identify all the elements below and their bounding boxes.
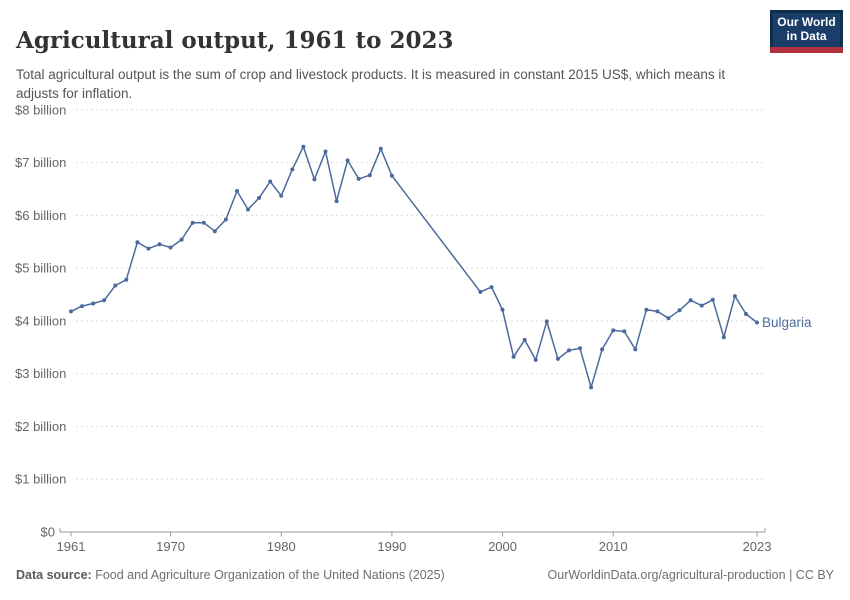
data-source: Data source: Food and Agriculture Organi…: [16, 568, 445, 582]
page-title: Agricultural output, 1961 to 2023: [16, 27, 454, 55]
chart-plot-area[interactable]: $0 $1 billion $2 billion $3 billion $4 billi…: [0, 95, 850, 560]
data-point-marker[interactable]: [179, 237, 184, 242]
data-point-marker[interactable]: [511, 354, 516, 359]
chart-footer: Data source: Food and Agriculture Organi…: [16, 568, 834, 582]
data-point-marker[interactable]: [688, 298, 693, 303]
x-axis-label: 1980: [267, 539, 296, 554]
x-axis-label: 2000: [488, 539, 517, 554]
y-axis-label: $4 billion: [15, 313, 66, 328]
data-point-marker[interactable]: [721, 335, 726, 340]
data-point-marker[interactable]: [489, 285, 494, 290]
data-point-marker[interactable]: [190, 220, 195, 225]
data-point-marker[interactable]: [168, 245, 173, 250]
data-point-marker[interactable]: [212, 229, 217, 234]
owid-url-link[interactable]: OurWorldinData.org/agricultural-producti…: [547, 568, 786, 582]
data-point-marker[interactable]: [644, 307, 649, 312]
data-point-marker[interactable]: [290, 167, 295, 172]
data-point-marker[interactable]: [124, 277, 129, 282]
x-axis-label: 2023: [743, 539, 772, 554]
data-point-marker[interactable]: [533, 357, 538, 362]
data-point-marker[interactable]: [478, 289, 483, 294]
x-axis-label: 2010: [599, 539, 628, 554]
data-point-marker[interactable]: [378, 146, 383, 151]
data-point-marker[interactable]: [146, 246, 151, 251]
owid-logo[interactable]: Our World in Data: [770, 10, 843, 53]
data-point-marker[interactable]: [102, 298, 107, 303]
data-point-marker[interactable]: [80, 304, 85, 309]
data-point-marker[interactable]: [611, 328, 616, 333]
data-point-marker[interactable]: [135, 240, 140, 245]
data-point-marker[interactable]: [755, 320, 759, 325]
data-point-marker[interactable]: [710, 297, 715, 302]
data-point-marker[interactable]: [555, 356, 560, 361]
cc-by-link[interactable]: CC BY: [795, 568, 834, 582]
data-point-marker[interactable]: [157, 242, 162, 247]
data-source-label: Data source:: [16, 568, 92, 582]
data-point-marker[interactable]: [389, 173, 394, 178]
y-axis-label: $2 billion: [15, 419, 66, 434]
data-point-marker[interactable]: [666, 316, 671, 321]
y-axis-label: $6 billion: [15, 208, 66, 223]
data-point-marker[interactable]: [345, 158, 350, 163]
data-point-marker[interactable]: [312, 177, 317, 182]
data-point-marker[interactable]: [223, 217, 228, 222]
data-point-marker[interactable]: [500, 307, 505, 312]
data-source-text: Food and Agriculture Organization of the…: [91, 568, 445, 582]
data-point-marker[interactable]: [91, 301, 96, 306]
owid-logo-line1: Our World: [777, 15, 836, 30]
line-series-bulgaria[interactable]: [70, 145, 758, 389]
x-axis-label: 1970: [156, 539, 185, 554]
data-point-marker[interactable]: [633, 347, 638, 352]
data-point-marker[interactable]: [334, 199, 339, 204]
data-point-marker[interactable]: [600, 347, 605, 352]
data-point-marker[interactable]: [356, 176, 361, 181]
y-axis-label: $1 billion: [15, 472, 66, 487]
data-point-marker[interactable]: [589, 385, 594, 390]
data-point-marker[interactable]: [699, 303, 704, 308]
y-axis-label: $0: [41, 525, 55, 540]
data-point-marker[interactable]: [279, 193, 284, 198]
data-point-marker[interactable]: [744, 312, 748, 316]
data-point-marker[interactable]: [113, 283, 118, 288]
owid-logo-red-bar: [770, 47, 843, 53]
owid-logo-line2: in Data: [786, 29, 827, 43]
data-point-marker[interactable]: [544, 319, 549, 324]
y-axis-label: $5 billion: [15, 261, 66, 276]
data-point-marker[interactable]: [367, 173, 372, 178]
chart-subtitle: Total agricultural output is the sum of …: [16, 66, 726, 101]
data-point-marker[interactable]: [677, 308, 682, 313]
data-point-marker[interactable]: [246, 207, 250, 212]
data-point-marker[interactable]: [732, 294, 737, 299]
y-axis-label: $3 billion: [15, 366, 66, 381]
footer-separator: |: [785, 568, 796, 582]
y-axis-label: $7 billion: [15, 155, 66, 170]
data-point-marker[interactable]: [522, 337, 527, 342]
data-point-marker[interactable]: [655, 309, 660, 314]
data-point-marker[interactable]: [201, 220, 206, 225]
data-point-marker[interactable]: [235, 189, 239, 193]
data-point-marker[interactable]: [578, 346, 582, 351]
data-point-marker[interactable]: [69, 309, 73, 314]
data-point-marker[interactable]: [268, 179, 273, 184]
y-axis-label: $8 billion: [15, 102, 66, 117]
data-point-marker[interactable]: [323, 149, 328, 154]
data-point-marker[interactable]: [622, 329, 627, 334]
footer-links: OurWorldinData.org/agricultural-producti…: [548, 568, 834, 582]
data-point-marker[interactable]: [566, 348, 571, 353]
x-axis-label: 1961: [57, 539, 86, 554]
owid-logo-text: Our World in Data: [770, 10, 843, 47]
data-point-marker[interactable]: [301, 144, 306, 149]
data-point-marker[interactable]: [257, 195, 262, 200]
entity-label[interactable]: Bulgaria: [762, 315, 812, 330]
x-axis-label: 1990: [377, 539, 406, 554]
